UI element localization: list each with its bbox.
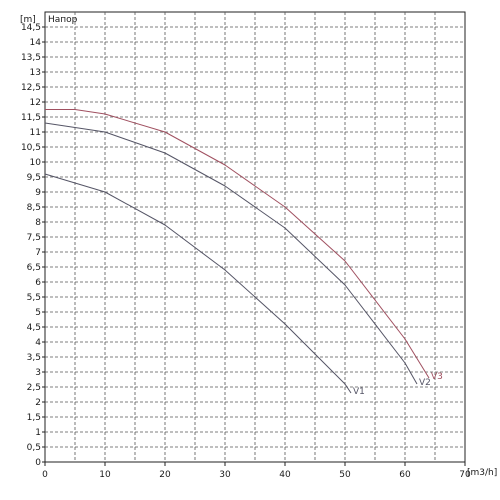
x-tick-label: 20 [159,470,171,480]
y-tick-label: 2 [35,398,41,408]
x-tick-label: 0 [42,470,48,480]
series-line-v3 [45,109,430,379]
y-tick-label: 7 [35,248,41,258]
y-tick-label: 4,5 [27,323,41,333]
y-tick-label: 5,5 [27,293,41,303]
y-tick-label: 13,5 [21,53,41,63]
y-tick-label: 7,5 [27,233,41,243]
y-tick-label: 9,5 [27,173,41,183]
x-axis-label: [m3/h] [467,468,497,478]
y-tick-label: 4 [35,338,41,348]
series-label-v1: V1 [353,387,365,397]
y-tick-label: 8,5 [27,203,41,213]
x-tick-label: 50 [339,470,351,480]
y-tick-label: 2,5 [27,383,41,393]
y-tick-label: 9 [35,188,41,198]
y-tick-label: 12 [30,98,41,108]
grid [45,12,465,462]
x-tick-label: 40 [279,470,291,480]
y-tick-label: 10 [30,158,42,168]
y-tick-label: 0,5 [27,443,41,453]
y-tick-label: 14 [30,38,42,48]
y-tick-label: 14,5 [21,23,41,33]
y-tick-label: 12,5 [21,83,41,93]
y-tick-label: 3 [35,368,41,378]
series-label-v3: V3 [431,372,443,382]
y-tick-label: 11,5 [21,113,41,123]
y-tick-labels: 00,511,522,533,544,555,566,577,588,599,5… [21,23,45,468]
y-tick-label: 11 [30,128,41,138]
y-tick-label: 3,5 [27,353,41,363]
y-tick-label: 8 [35,218,41,228]
y-tick-label: 6 [35,278,41,288]
x-tick-label: 30 [219,470,231,480]
y-tick-label: 1 [35,428,41,438]
y-tick-label: 13 [30,68,41,78]
y-tick-label: 0 [35,458,41,468]
x-tick-label: 10 [99,470,111,480]
x-tick-labels: 0 10 20 30 40 50 60 70 [42,462,471,480]
series-label-v2: V2 [419,378,431,388]
x-tick-label: 60 [399,470,411,480]
y-tick-label: 5 [35,308,41,318]
x-tick-label: 70 [459,470,471,480]
y-tick-label: 6,5 [27,263,41,273]
y-tick-label: 10,5 [21,143,41,153]
chart-title: Напор [48,15,78,25]
series-line-v1 [44,173,352,394]
y-axis-label: [m] [20,15,36,25]
y-tick-label: 1,5 [27,413,41,423]
series-line-v2 [44,122,418,385]
